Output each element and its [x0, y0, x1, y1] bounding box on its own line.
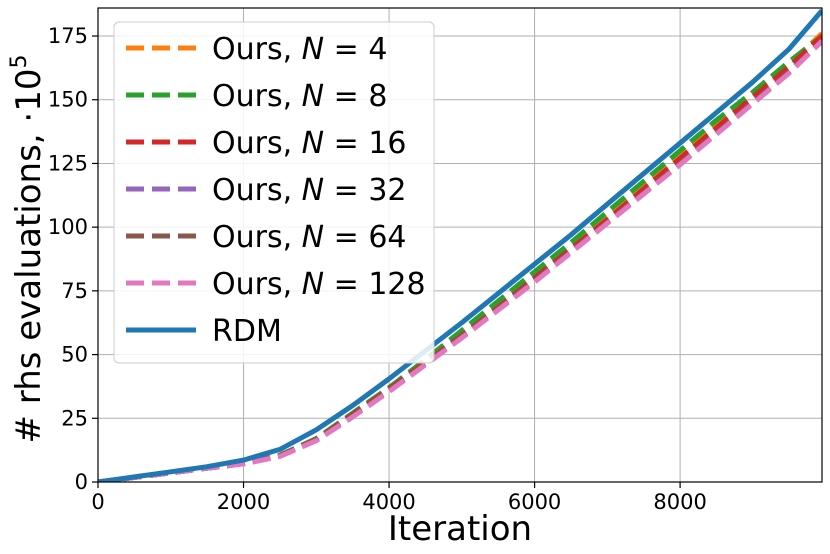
legend-label: Ours, N = 64 [212, 220, 407, 255]
y-axis-label: # rhs evaluations, ·105 [7, 55, 49, 444]
legend-item: Ours, N = 128 [126, 267, 426, 302]
y-tick-label: 175 [48, 24, 88, 48]
x-axis-label: Iteration [388, 509, 532, 549]
legend-label: Ours, N = 32 [212, 173, 407, 208]
legend-item: Ours, N = 64 [126, 220, 407, 255]
y-tick-label: 25 [61, 406, 88, 430]
y-tick-label: 100 [48, 215, 88, 239]
legend-label: Ours, N = 16 [212, 126, 407, 161]
y-tick-label: 125 [48, 151, 88, 175]
legend-label: Ours, N = 128 [212, 267, 426, 302]
y-tick-label: 75 [61, 279, 88, 303]
legend-item: Ours, N = 32 [126, 173, 407, 208]
y-axis-label-main: # rhs evaluations, ·10 [9, 69, 49, 444]
legend-label: RDM [212, 314, 282, 349]
legend: Ours, N = 4 Ours, N = 8 Ours, N = 16 Ours, … [113, 21, 435, 364]
y-tick-label: 150 [48, 88, 88, 112]
series-line-n8 [98, 34, 822, 482]
x-tick-label: 2000 [217, 490, 270, 514]
legend-item: Ours, N = 16 [126, 126, 407, 161]
plot-frame [97, 7, 823, 483]
x-tick-label: 6000 [508, 490, 561, 514]
legend-item: RDM [126, 314, 282, 349]
legend-item: Ours, N = 4 [126, 32, 387, 67]
legend-item: Ours, N = 8 [126, 79, 387, 114]
legend-label: Ours, N = 8 [212, 79, 387, 114]
series-lines [98, 8, 822, 482]
y-axis-label-exponent: 5 [7, 55, 32, 69]
y-tick-label: 0 [75, 470, 88, 494]
axis-labels: Iteration # rhs evaluations, ·105 [7, 55, 532, 549]
ticks: 0 2000 4000 6000 8000 0 25 50 75 100 125 150 175 [48, 24, 707, 514]
legend-box [113, 21, 435, 364]
x-tick-label: 0 [91, 490, 104, 514]
x-tick-label: 8000 [653, 490, 706, 514]
series-line-n128 [98, 39, 822, 482]
legend-label: Ours, N = 4 [212, 32, 387, 67]
series-line-rdm [98, 8, 822, 482]
y-tick-label: 50 [61, 343, 88, 367]
x-tick-label: 4000 [362, 490, 415, 514]
